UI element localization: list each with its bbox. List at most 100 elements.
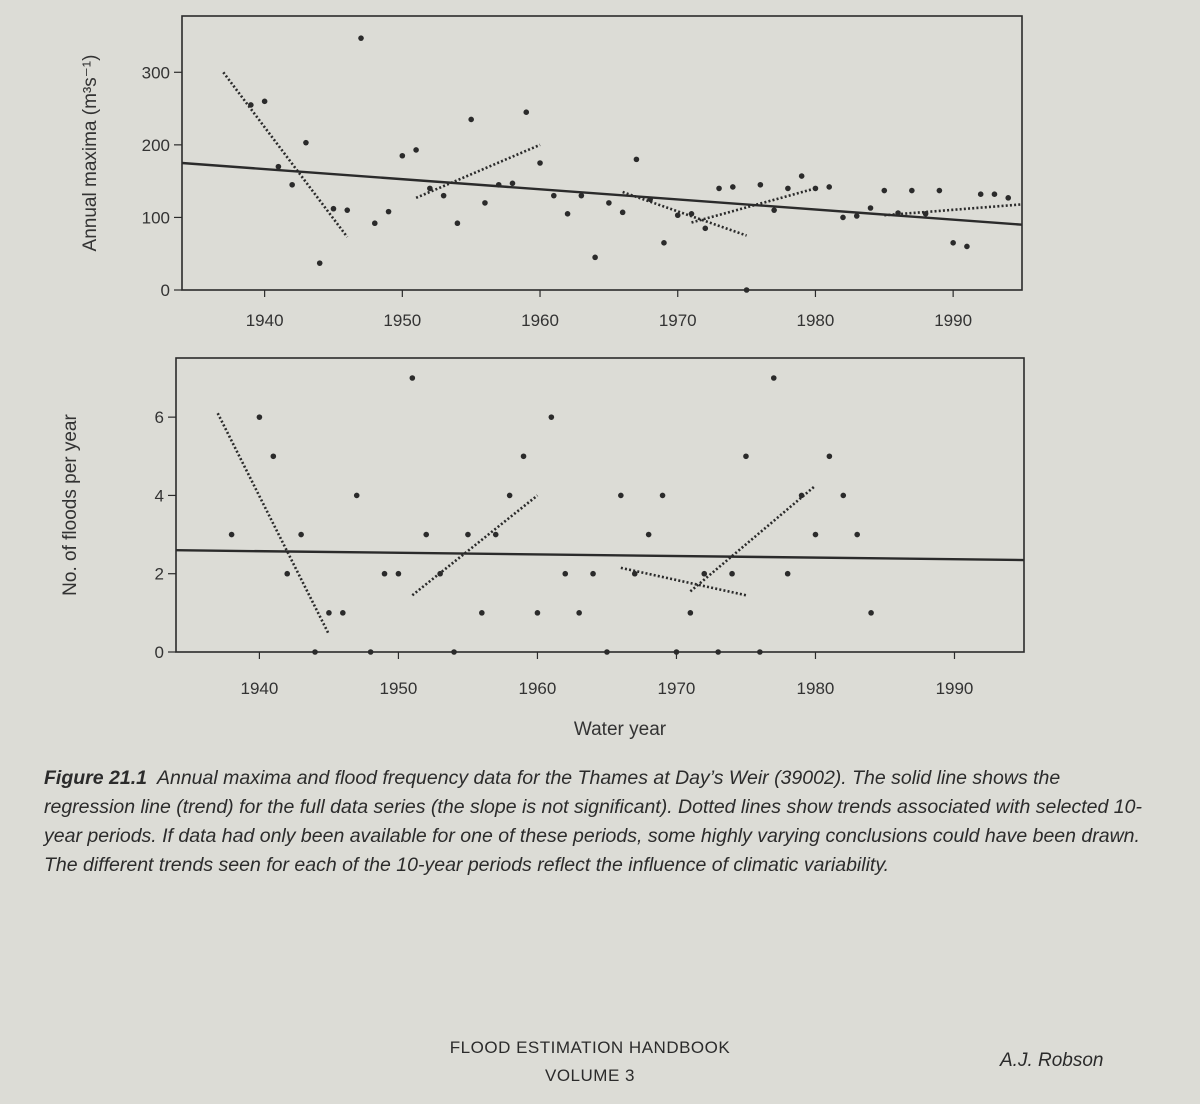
data-point	[881, 187, 888, 194]
data-point	[701, 570, 708, 577]
data-point	[647, 196, 653, 203]
data-point	[868, 610, 874, 616]
author-name: A.J. Robson	[1000, 1050, 1104, 1071]
x-axis-title: Water year	[574, 719, 667, 740]
data-point	[353, 492, 360, 499]
data-point	[702, 225, 709, 232]
data-point	[729, 570, 735, 577]
data-point	[371, 220, 378, 227]
data-point	[413, 147, 419, 153]
y-axis-title: Annual maxima (m³s⁻¹)	[80, 55, 101, 252]
y-tick-label: 0	[161, 281, 170, 300]
data-point	[312, 649, 318, 655]
data-point	[316, 260, 323, 266]
data-point	[367, 649, 374, 655]
x-tick-label: 1990	[936, 679, 974, 698]
data-point	[492, 531, 499, 538]
data-point	[298, 531, 304, 538]
data-point	[248, 102, 254, 108]
y-tick-label: 0	[155, 643, 164, 662]
data-point	[284, 570, 291, 577]
data-point	[784, 570, 791, 577]
data-point	[715, 649, 721, 655]
y-tick-label: 2	[155, 565, 164, 584]
data-point	[895, 210, 901, 216]
data-point	[770, 375, 777, 381]
y-tick-label: 100	[142, 208, 170, 227]
data-point	[757, 649, 763, 655]
data-point	[509, 180, 516, 187]
plot-frame	[181, 15, 1023, 291]
data-point	[812, 185, 819, 192]
y-axis-title: No. of floods per year	[60, 414, 81, 596]
y-tick-label: 4	[155, 486, 164, 505]
book-title-line2: VOLUME 3	[545, 1066, 635, 1085]
data-point	[867, 205, 874, 211]
data-point	[358, 35, 364, 41]
book-title: FLOOD ESTIMATION HANDBOOK VOLUME 3	[440, 1034, 740, 1090]
full-trend-line	[175, 549, 1025, 562]
data-point	[427, 185, 433, 192]
data-point	[479, 610, 485, 616]
data-point	[303, 139, 309, 146]
data-point	[451, 649, 457, 655]
data-point	[468, 116, 474, 123]
data-point	[661, 240, 667, 246]
data-point	[909, 187, 915, 194]
data-point	[674, 212, 681, 219]
data-point	[523, 109, 530, 115]
data-point	[840, 214, 846, 221]
period-trend-line-2	[415, 143, 541, 200]
data-point	[606, 200, 612, 206]
data-point	[798, 173, 805, 179]
data-point	[275, 163, 282, 170]
data-point	[950, 240, 956, 246]
data-point	[854, 531, 860, 538]
figure-charts: 0 100 200 300 1940 1950 1960 1970 1980 1990 Annual…	[60, 15, 1025, 740]
data-point	[590, 570, 596, 577]
data-point	[687, 610, 694, 616]
period-trend-line-1	[222, 71, 349, 238]
data-point	[506, 492, 513, 499]
data-point	[228, 531, 235, 538]
data-point	[261, 98, 268, 105]
x-tick-label: 1980	[797, 311, 835, 330]
plot-frame	[175, 357, 1025, 653]
data-point	[673, 649, 680, 655]
data-point	[576, 610, 582, 616]
data-point	[423, 531, 430, 538]
data-point	[548, 414, 555, 420]
chart-panel-1: 0 100 200 300 1940 1950 1960 1970 1980 1990 Annual…	[80, 15, 1023, 330]
book-title-line1: FLOOD ESTIMATION HANDBOOK	[449, 1038, 731, 1057]
data-point	[495, 181, 502, 188]
data-point	[534, 610, 541, 616]
data-point	[853, 213, 860, 219]
caption-text: Annual maxima and flood frequency data f…	[44, 767, 1142, 876]
period-trend-line-3	[622, 190, 748, 237]
data-point	[826, 184, 833, 190]
data-point	[537, 160, 543, 166]
period-trend-line-4	[691, 187, 816, 224]
data-point	[465, 531, 471, 538]
data-point	[659, 492, 666, 499]
y-tick-label: 6	[155, 408, 164, 427]
period-trend-line-1	[216, 412, 331, 635]
data-point	[330, 205, 337, 212]
data-point	[344, 207, 351, 213]
data-point	[604, 649, 610, 655]
chart-panel-2: 0 2 4 6 1940 1950 1960 1970 1980 1990 No. of flood…	[60, 357, 1025, 740]
data-point	[716, 185, 722, 192]
data-point	[743, 453, 749, 460]
data-point	[991, 191, 998, 198]
data-point	[482, 200, 488, 206]
data-point	[385, 208, 392, 215]
x-tick-label: 1950	[383, 311, 421, 330]
x-tick-label: 1970	[658, 679, 696, 698]
data-point	[840, 492, 847, 499]
data-point	[270, 453, 277, 460]
period-trend-line-5	[884, 203, 1023, 217]
data-point	[633, 156, 640, 163]
data-point	[381, 570, 388, 577]
data-point	[440, 192, 447, 199]
